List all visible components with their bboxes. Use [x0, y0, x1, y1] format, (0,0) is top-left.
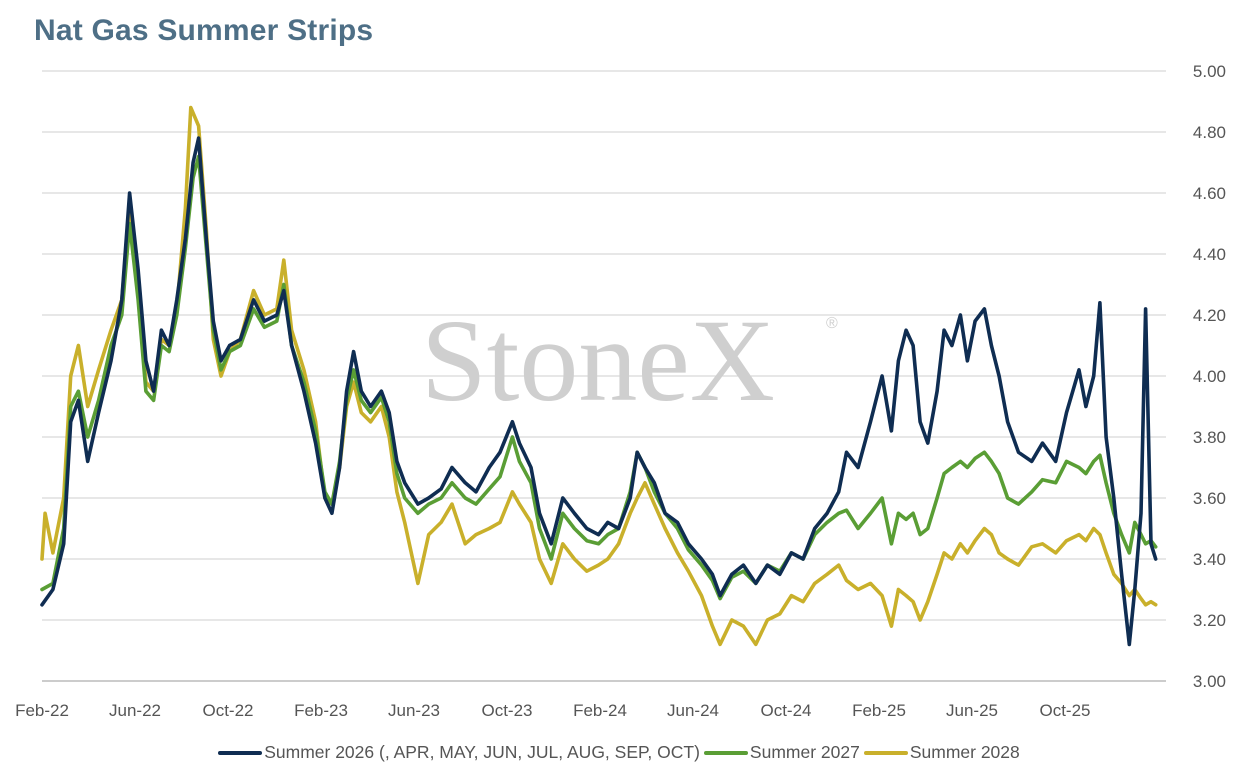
series-line-summer-2026 — [40, 136, 1158, 647]
y-tick-label: 4.60 — [1193, 184, 1226, 203]
y-tick-label: 4.80 — [1193, 123, 1226, 142]
y-tick-label: 3.80 — [1193, 428, 1226, 447]
legend-item-summer-2027: Summer 2027 — [703, 742, 860, 763]
x-tick-label: Feb-23 — [294, 701, 348, 720]
legend-label-summer-2028: Summer 2028 — [909, 742, 1020, 762]
x-tick-label: Feb-22 — [15, 701, 69, 720]
y-tick-label: 3.40 — [1193, 550, 1226, 569]
x-tick-label: Oct-24 — [760, 701, 811, 720]
legend-label-summer-2027: Summer 2027 — [749, 742, 860, 762]
grid-lines — [42, 70, 1166, 682]
y-tick-label: 4.40 — [1193, 245, 1226, 264]
x-tick-label: Oct-25 — [1039, 701, 1090, 720]
x-tick-label: Jun-24 — [667, 701, 719, 720]
x-tick-label: Jun-25 — [946, 701, 998, 720]
y-tick-label: 4.00 — [1193, 367, 1226, 386]
legend-label-summer-2026: Summer 2026 (, APR, MAY, JUN, JUL, AUG, … — [264, 742, 700, 762]
y-tick-label: 3.60 — [1193, 489, 1226, 508]
watermark: StoneX ® — [421, 295, 838, 426]
x-tick-label: Oct-23 — [481, 701, 532, 720]
legend-item-summer-2026: Summer 2026 (, APR, MAY, JUN, JUL, AUG, … — [218, 742, 700, 763]
watermark-registered-mark: ® — [826, 315, 838, 332]
legend-item-summer-2028: Summer 2028 — [863, 742, 1020, 763]
x-tick-label: Feb-24 — [573, 701, 627, 720]
y-tick-label: 3.20 — [1193, 611, 1226, 630]
x-tick-label: Feb-25 — [852, 701, 906, 720]
legend-swatch-summer-2028 — [863, 750, 908, 755]
y-axis-ticks: 5.00 4.80 4.60 4.40 4.20 4.00 3.80 3.60 3.40 3.20… — [1193, 62, 1226, 691]
y-tick-label: 5.00 — [1193, 62, 1226, 81]
y-tick-label: 3.00 — [1193, 672, 1226, 691]
x-tick-label: Oct-22 — [202, 701, 253, 720]
x-tick-label: Jun-23 — [388, 701, 440, 720]
x-axis-ticks: Feb-22 Jun-22 Oct-22 Feb-23 Jun-23 Oct-23 Feb-… — [15, 701, 1090, 720]
y-tick-label: 4.20 — [1193, 306, 1226, 325]
watermark-text: StoneX — [421, 295, 775, 426]
legend-swatch-summer-2026 — [218, 750, 263, 755]
chart-title: Nat Gas Summer Strips — [34, 14, 374, 47]
x-tick-label: Jun-22 — [109, 701, 161, 720]
series-lines — [40, 105, 1158, 647]
legend-swatch-summer-2027 — [703, 750, 748, 755]
legend: Summer 2026 (, APR, MAY, JUN, JUL, AUG, … — [0, 742, 1238, 763]
